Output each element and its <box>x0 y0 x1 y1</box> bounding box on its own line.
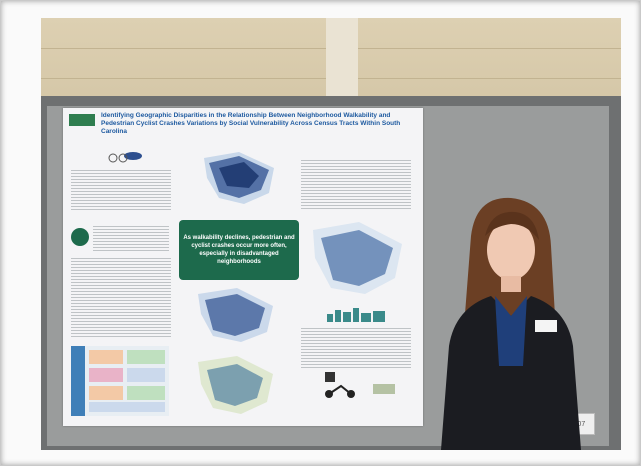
conclusion-text <box>301 328 411 368</box>
poster-table <box>71 346 169 416</box>
wall-pillar <box>326 18 358 108</box>
aims-badge <box>71 228 89 246</box>
key-finding-callout: As walkability declines, pedestrian and … <box>179 220 299 280</box>
map-middle <box>198 288 273 342</box>
scooter-illustration <box>325 372 355 398</box>
university-logo <box>373 384 395 394</box>
results-text <box>301 160 411 210</box>
skyline-illustration <box>327 308 385 322</box>
poster-logo <box>69 114 95 126</box>
map-bottom <box>198 356 273 414</box>
research-poster: Identifying Geographic Disparities in th… <box>63 108 423 426</box>
background-text <box>71 170 171 210</box>
methods-text <box>71 258 171 338</box>
presenter <box>441 197 581 450</box>
poster-title: Identifying Geographic Disparities in th… <box>101 112 401 135</box>
map-top <box>204 152 274 204</box>
aims-text <box>93 226 169 252</box>
conference-photo: Identifying Geographic Disparities in th… <box>41 18 621 450</box>
map-right <box>313 222 402 294</box>
vehicle-illustration <box>108 152 142 163</box>
